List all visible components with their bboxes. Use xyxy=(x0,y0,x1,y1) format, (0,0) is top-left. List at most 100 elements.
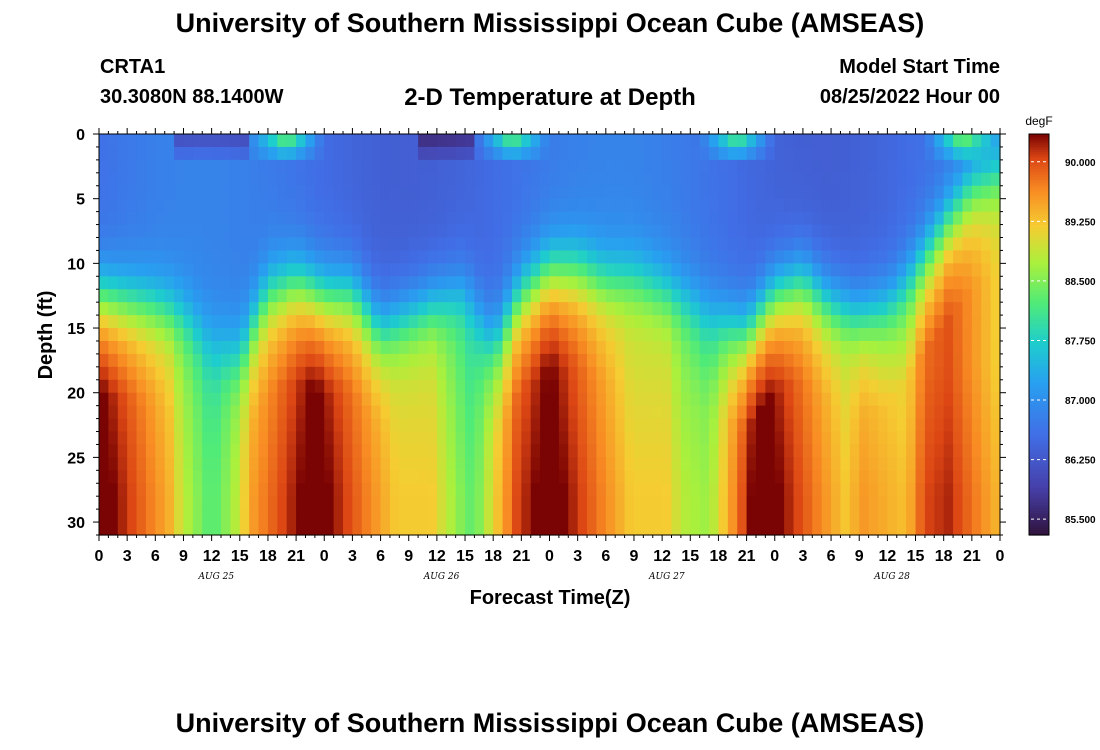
heatmap-cell xyxy=(737,431,748,446)
heatmap-cell xyxy=(258,185,269,200)
heatmap-cell xyxy=(108,237,119,252)
heatmap-cell xyxy=(737,405,748,420)
heatmap-cell xyxy=(117,379,128,394)
x-tick-label: 12 xyxy=(878,548,896,565)
heatmap-cell xyxy=(577,328,588,342)
heatmap-cell xyxy=(408,134,419,148)
heatmap-cell xyxy=(915,263,926,277)
heatmap-cell xyxy=(699,146,710,161)
heatmap-cell xyxy=(831,444,842,458)
heatmap-cell xyxy=(211,134,222,148)
heatmap-cell xyxy=(990,379,1001,394)
heatmap-cell xyxy=(971,405,982,420)
heatmap-cell xyxy=(249,483,260,497)
heatmap-cell xyxy=(380,366,391,381)
colorbar-segment xyxy=(1029,214,1049,218)
heatmap-cell xyxy=(774,353,785,368)
heatmap-cell xyxy=(155,418,166,433)
heatmap-cell xyxy=(868,366,879,381)
heatmap-cell xyxy=(324,224,335,239)
heatmap-cell xyxy=(737,470,748,484)
heatmap-cell xyxy=(906,263,917,277)
heatmap-cell xyxy=(718,263,729,277)
heatmap-cell xyxy=(99,405,109,420)
heatmap-cell xyxy=(380,522,391,536)
heatmap-cell xyxy=(380,470,391,484)
heatmap-cell xyxy=(277,134,288,148)
heatmap-cell xyxy=(267,366,278,381)
heatmap-cell xyxy=(221,224,231,239)
heatmap-cell xyxy=(831,431,842,446)
heatmap-cell xyxy=(530,263,541,277)
heatmap-cell xyxy=(117,483,128,497)
heatmap-cell xyxy=(896,172,907,187)
heatmap-cell xyxy=(258,134,269,148)
heatmap-cell xyxy=(493,263,504,277)
heatmap-cell xyxy=(765,134,776,148)
heatmap-cell xyxy=(117,444,128,458)
heatmap-cell xyxy=(746,198,757,213)
heatmap-cell xyxy=(596,496,607,510)
heatmap-cell xyxy=(990,457,1001,471)
heatmap-cell xyxy=(849,172,860,187)
heatmap-cell xyxy=(361,134,372,148)
heatmap-cell xyxy=(436,340,447,355)
heatmap-cell xyxy=(615,470,626,484)
heatmap-cell xyxy=(709,457,720,471)
heatmap-cell xyxy=(831,470,842,484)
heatmap-cell xyxy=(802,302,813,316)
heatmap-cell xyxy=(446,146,457,161)
heatmap-cell xyxy=(671,315,682,329)
heatmap-cell xyxy=(821,405,832,420)
heatmap-cell xyxy=(943,263,954,277)
heatmap-cell xyxy=(530,470,541,484)
heatmap-cell xyxy=(389,418,400,433)
heatmap-cell xyxy=(361,302,372,316)
x-tick-label: 0 xyxy=(770,548,779,565)
x-axis-title: Forecast Time(Z) xyxy=(470,587,631,609)
heatmap-cell xyxy=(305,185,316,200)
heatmap-cell xyxy=(821,237,832,252)
heatmap-cell xyxy=(314,483,325,497)
heatmap-cell xyxy=(174,302,185,316)
heatmap-cell xyxy=(849,315,860,329)
heatmap-cell xyxy=(474,289,485,303)
heatmap-cell xyxy=(436,263,447,277)
heatmap-cell xyxy=(605,366,616,381)
heatmap-cell xyxy=(906,159,917,174)
heatmap-cell xyxy=(624,328,635,342)
heatmap-cell xyxy=(915,470,926,484)
heatmap-cell xyxy=(643,198,654,213)
heatmap-cell xyxy=(718,496,729,510)
heatmap-cell xyxy=(662,496,673,510)
heatmap-cell xyxy=(699,353,710,368)
heatmap-cell xyxy=(990,276,1001,290)
heatmap-cell xyxy=(145,366,156,381)
heatmap-cell xyxy=(774,444,785,458)
heatmap-cell xyxy=(324,276,335,290)
heatmap-cell xyxy=(915,250,926,264)
heatmap-cell xyxy=(924,146,935,161)
heatmap-cell xyxy=(962,444,973,458)
heatmap-cell xyxy=(371,315,382,329)
heatmap-cell xyxy=(680,276,691,290)
colorbar-segment xyxy=(1029,342,1049,346)
heatmap-cell xyxy=(840,211,851,226)
heatmap-cell xyxy=(549,328,560,342)
heatmap-cell xyxy=(127,237,138,252)
heatmap-cell xyxy=(840,470,851,484)
heatmap-cell xyxy=(784,431,795,446)
heatmap-cell xyxy=(371,496,382,510)
heatmap-cell xyxy=(690,315,701,329)
heatmap-cell xyxy=(296,289,307,303)
heatmap-cell xyxy=(971,211,982,226)
heatmap-cell xyxy=(145,276,156,290)
heatmap-cell xyxy=(540,224,551,239)
heatmap-cell xyxy=(915,134,926,148)
colorbar-segment xyxy=(1029,184,1049,188)
heatmap-cell xyxy=(192,405,203,420)
heatmap-cell xyxy=(239,302,250,316)
heatmap-cell xyxy=(436,444,447,458)
heatmap-cell xyxy=(483,405,494,420)
heatmap-cell xyxy=(174,289,185,303)
